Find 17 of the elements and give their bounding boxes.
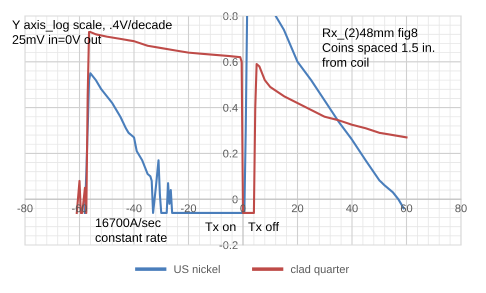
x-tick-label: 20 [292,204,304,212]
x-tick-label: -20 [180,204,196,212]
annotation: Tx on [205,222,236,232]
annotation: 16700A/sec constant rate [96,218,167,242]
y-tick-label: 0.6 [223,58,238,66]
annotation: Tx off [248,222,280,232]
x-tick-label: 80 [455,204,467,212]
x-tick-label: 60 [400,204,412,212]
x-tick-label: 0 [240,204,246,212]
annotation: Rx_(2)48mm fig8 Coins spaced 1.5 in. from coil [322,28,434,67]
legend-label: clad quarter [290,264,349,276]
x-tick-label: -80 [17,204,33,212]
y-tick-label: 0.4 [223,104,238,112]
x-tick-label: 40 [346,204,358,212]
legend-label: US nickel [174,264,220,274]
y-tick-label: 0.2 [223,150,238,158]
x-tick-label: -40 [126,204,142,212]
